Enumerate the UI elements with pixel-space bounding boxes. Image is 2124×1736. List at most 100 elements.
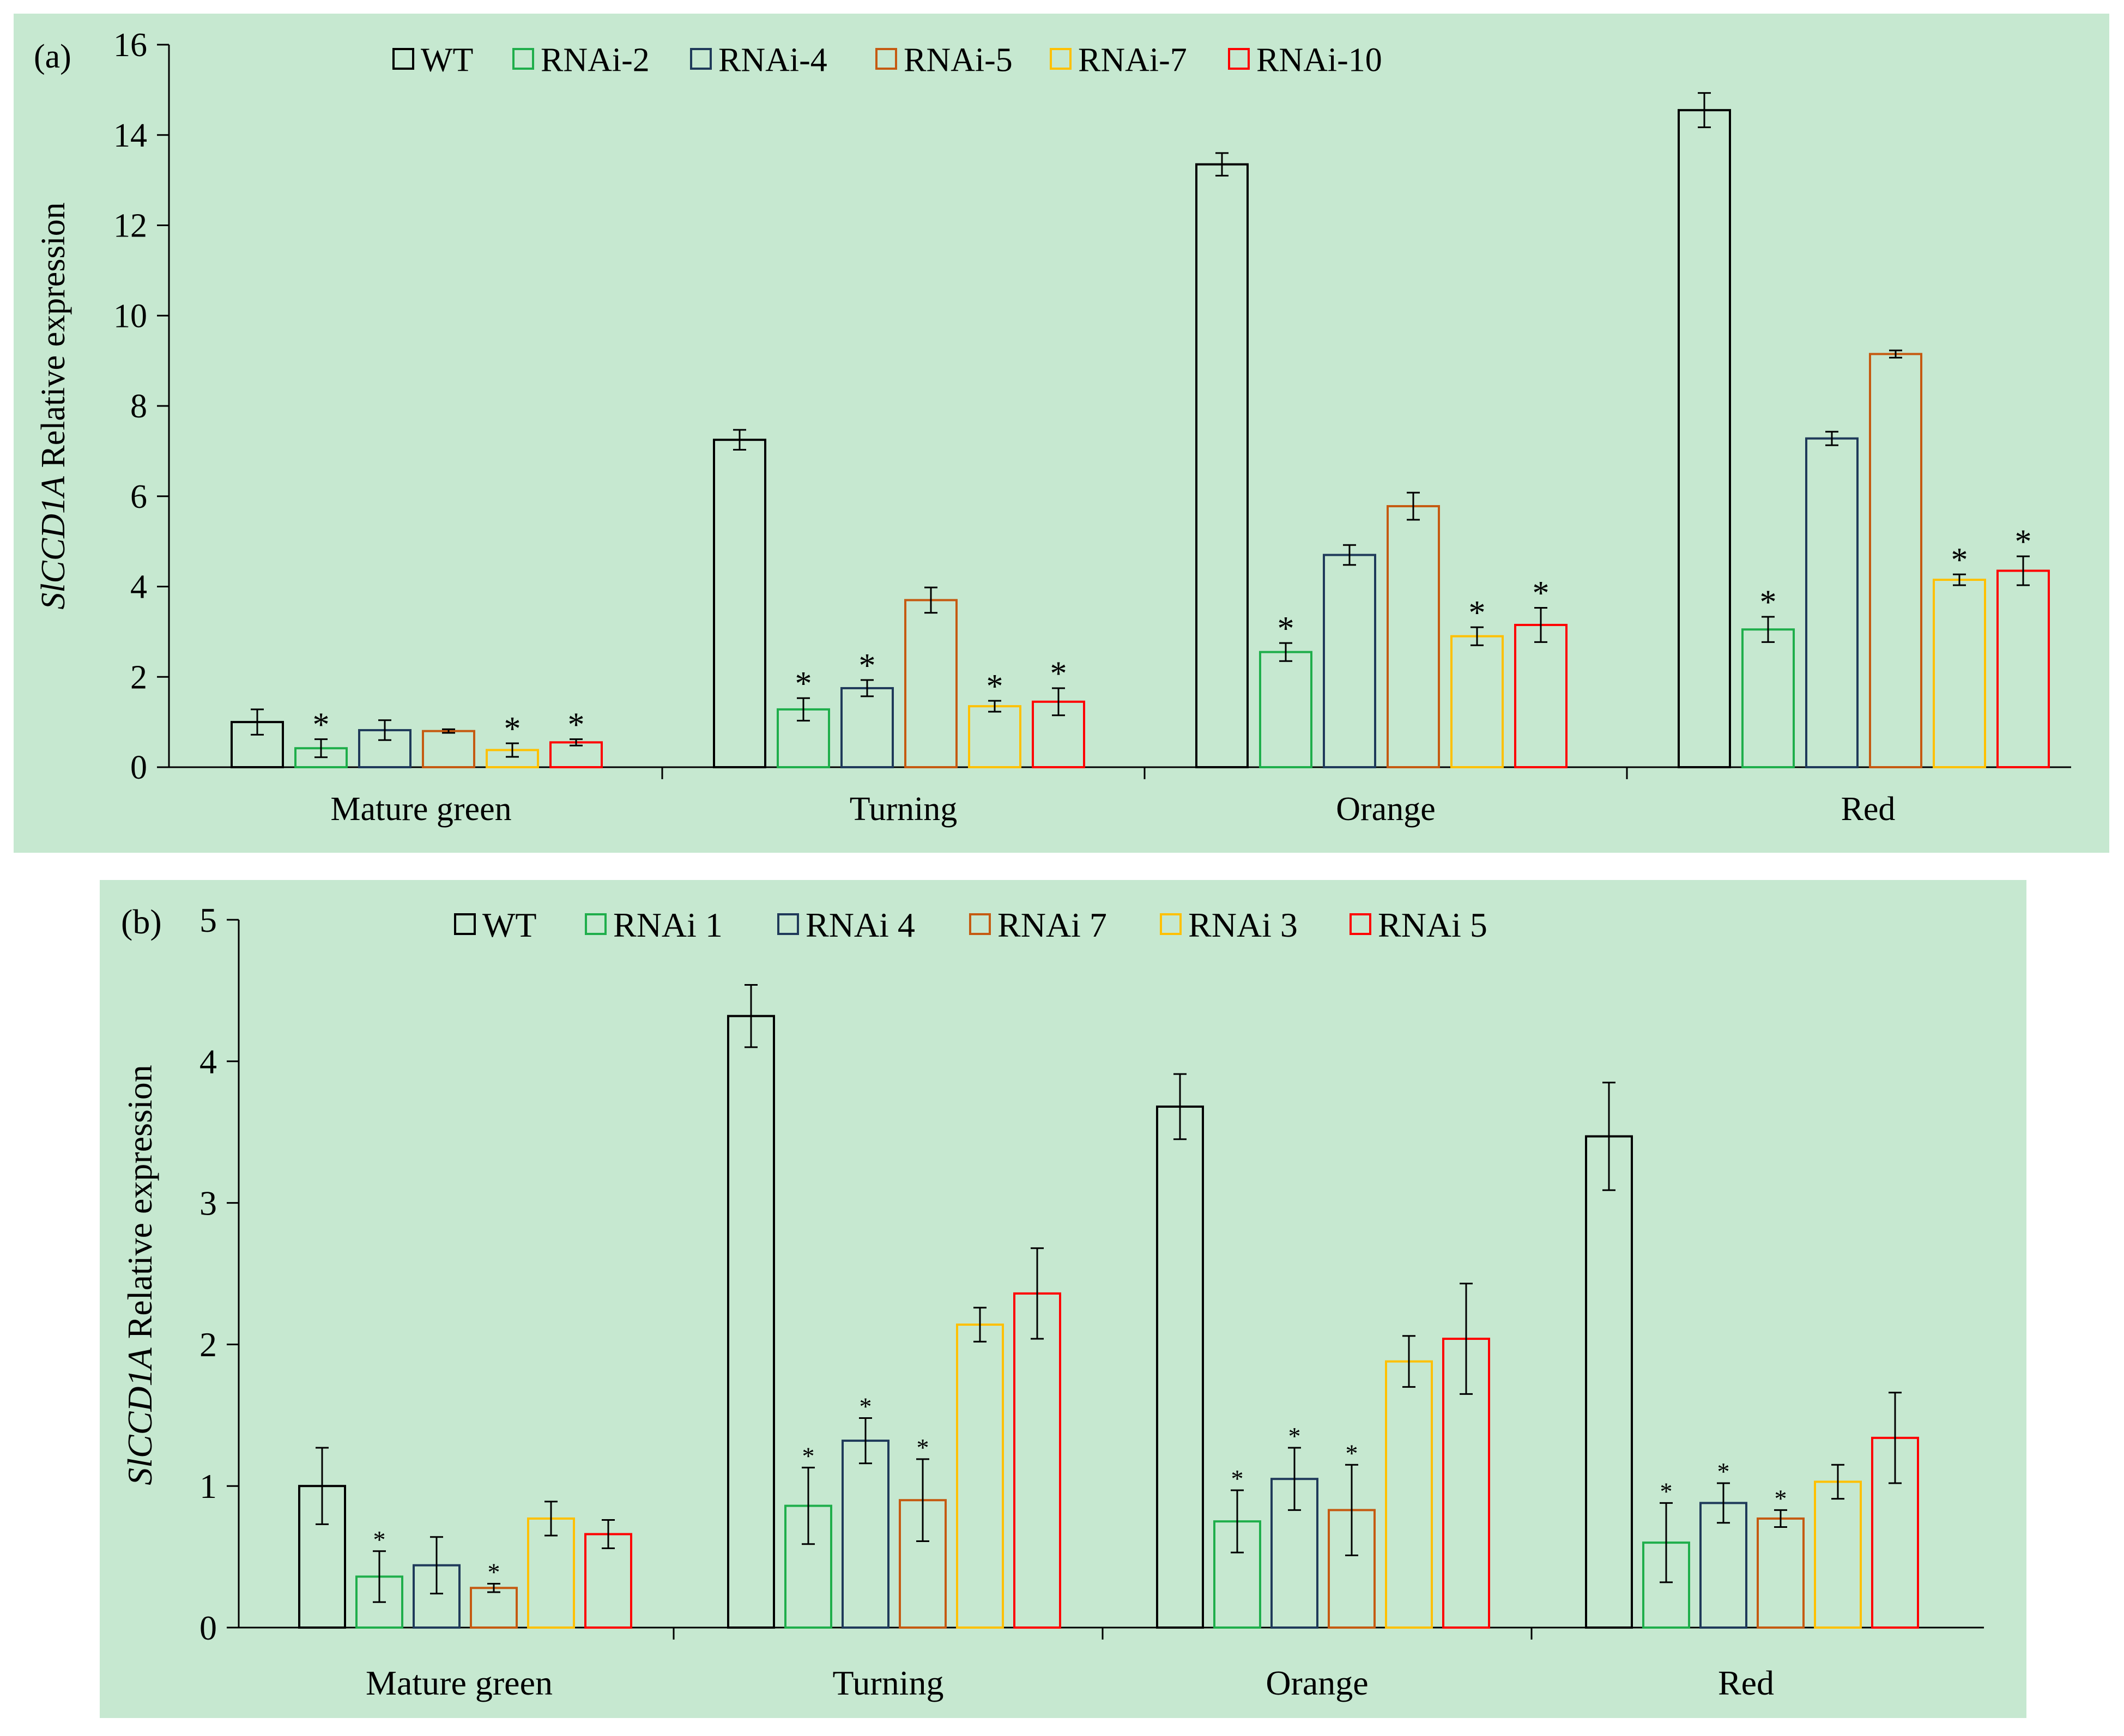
- chart-b-significance-marker: *: [802, 1442, 815, 1470]
- chart-a-y-tick-label: 4: [130, 569, 147, 606]
- chart-b-y-axis-label-text: Relative expression: [120, 1065, 159, 1347]
- chart-b-x-tick-label: Turning: [833, 1664, 944, 1702]
- chart-a-bar: [904, 599, 958, 769]
- chart-b-y-tick-label: 5: [199, 901, 217, 939]
- chart-a-bar: [1869, 353, 1922, 768]
- chart-b-y-tick-label: 4: [199, 1042, 217, 1081]
- chart-b-y-tick-label: 3: [199, 1183, 217, 1222]
- chart-a-bar: [1387, 505, 1440, 768]
- chart-b-legend-label: RNAi 1: [613, 906, 723, 944]
- chart-a-bar: [1741, 628, 1795, 768]
- chart-b-significance-marker: *: [488, 1558, 500, 1586]
- chart-a-bar: [1195, 163, 1249, 768]
- chart-a-y-axis-label-text: Relative expression: [35, 202, 72, 476]
- chart-a-bar: [422, 730, 475, 768]
- chart-b-bar: [1013, 1292, 1061, 1629]
- chart-panel-b: [100, 880, 2026, 1718]
- chart-b-legend-swatch: [777, 913, 799, 935]
- chart-b-significance-marker: *: [1231, 1465, 1244, 1492]
- chart-a-y-tick-label: 10: [113, 298, 147, 335]
- chart-a-y-axis-label-gene: SlCCD1A: [35, 476, 72, 610]
- chart-a-legend-label: RNAi-10: [1256, 42, 1382, 79]
- chart-a-legend-label: RNAi-5: [904, 42, 1013, 79]
- chart-a-significance-marker: *: [504, 711, 521, 748]
- chart-b-legend-swatch: [1350, 913, 1371, 935]
- chart-a-bar: [1450, 635, 1504, 768]
- chart-panel-a: [14, 14, 2109, 853]
- chart-a-significance-marker: *: [987, 668, 1003, 705]
- chart-b-bar: [470, 1587, 518, 1629]
- chart-b-legend-label: WT: [482, 906, 537, 944]
- chart-a-y-axis-label: SlCCD1A Relative expression: [35, 202, 72, 609]
- chart-a-bar: [1323, 554, 1376, 768]
- chart-a-legend-label: WT: [421, 42, 473, 79]
- chart-b-legend-label: RNAi 5: [1378, 906, 1487, 944]
- chart-b-panel-label: (b): [121, 902, 162, 941]
- chart-a-bar: [1805, 437, 1859, 768]
- chart-a-significance-marker: *: [795, 665, 812, 702]
- chart-b-y-axis-label: SlCCD1A Relative expression: [120, 1065, 159, 1485]
- chart-b-x-tick-label: Mature green: [366, 1664, 553, 1702]
- chart-b-legend-swatch: [1160, 913, 1182, 935]
- chart-a-significance-marker: *: [313, 706, 330, 743]
- chart-a-bar: [968, 705, 1021, 769]
- chart-a-legend-swatch: [875, 48, 897, 70]
- chart-a-bar: [1514, 623, 1568, 768]
- chart-a-significance-marker: *: [859, 647, 876, 684]
- chart-a-legend-swatch: [1228, 48, 1250, 70]
- chart-b-significance-marker: *: [373, 1526, 386, 1553]
- chart-a-bar: [1996, 569, 2050, 769]
- chart-a-x-tick-label: Orange: [1336, 791, 1435, 828]
- chart-a-legend-swatch: [512, 48, 534, 70]
- chart-b-bar: [1585, 1135, 1633, 1629]
- chart-a-legend-swatch: [690, 48, 712, 70]
- chart-b-bar: [1814, 1480, 1862, 1629]
- chart-b-y-axis-label-gene: SlCCD1A: [120, 1347, 159, 1485]
- chart-a-significance-marker: *: [2015, 524, 2032, 561]
- chart-b-y-tick-label: 0: [199, 1608, 217, 1647]
- chart-a-y-tick-label: 0: [130, 749, 147, 786]
- chart-b-bar: [1385, 1360, 1433, 1629]
- chart-b-legend-swatch: [454, 913, 476, 935]
- chart-a-significance-marker: *: [1469, 594, 1486, 632]
- chart-b-bar: [1156, 1105, 1204, 1629]
- chart-b-y-tick-label: 2: [199, 1325, 217, 1364]
- chart-b-legend-swatch: [969, 913, 991, 935]
- chart-b-x-tick-label: Red: [1718, 1664, 1774, 1702]
- chart-a-bar: [1678, 109, 1731, 769]
- chart-b-significance-marker: *: [917, 1434, 929, 1461]
- chart-b-significance-marker: *: [1346, 1439, 1358, 1467]
- chart-b-y-tick-label: 1: [199, 1467, 217, 1506]
- chart-a-bar: [1933, 579, 1986, 768]
- chart-a-y-tick-label: 8: [130, 388, 147, 425]
- chart-a-x-tick-label: Red: [1841, 791, 1896, 828]
- chart-b-legend-swatch: [585, 913, 607, 935]
- chart-a-significance-marker: *: [1760, 584, 1777, 621]
- chart-a-y-tick-label: 14: [113, 117, 147, 154]
- chart-a-y-tick-label: 16: [113, 27, 147, 64]
- chart-b-legend-label: RNAi 4: [806, 906, 915, 944]
- chart-b-legend-label: RNAi 3: [1188, 906, 1298, 944]
- chart-a-panel-label: (a): [34, 38, 71, 75]
- chart-a-y-tick-label: 12: [113, 208, 147, 245]
- chart-b-significance-marker: *: [1660, 1477, 1673, 1505]
- chart-a-bar: [840, 687, 894, 768]
- chart-b-significance-marker: *: [1288, 1422, 1301, 1450]
- chart-a-legend-swatch: [392, 48, 414, 70]
- chart-b-bar: [727, 1015, 775, 1629]
- chart-a-bar: [713, 439, 766, 768]
- chart-b-significance-marker: *: [860, 1393, 872, 1421]
- chart-a-significance-marker: *: [1278, 610, 1294, 647]
- chart-a-bar: [1259, 651, 1312, 768]
- chart-b-bar: [842, 1440, 889, 1629]
- chart-a-legend-label: RNAi-4: [718, 42, 827, 79]
- chart-a-x-tick-label: Mature green: [330, 791, 511, 828]
- chart-b-bar: [956, 1324, 1004, 1629]
- chart-b-legend-label: RNAi 7: [997, 906, 1107, 944]
- chart-a-legend-label: RNAi-7: [1078, 42, 1187, 79]
- chart-a-legend-label: RNAi-2: [541, 42, 650, 79]
- chart-b-significance-marker: *: [1775, 1484, 1787, 1512]
- chart-a-significance-marker: *: [1533, 575, 1550, 612]
- chart-a-y-tick-label: 6: [130, 478, 147, 515]
